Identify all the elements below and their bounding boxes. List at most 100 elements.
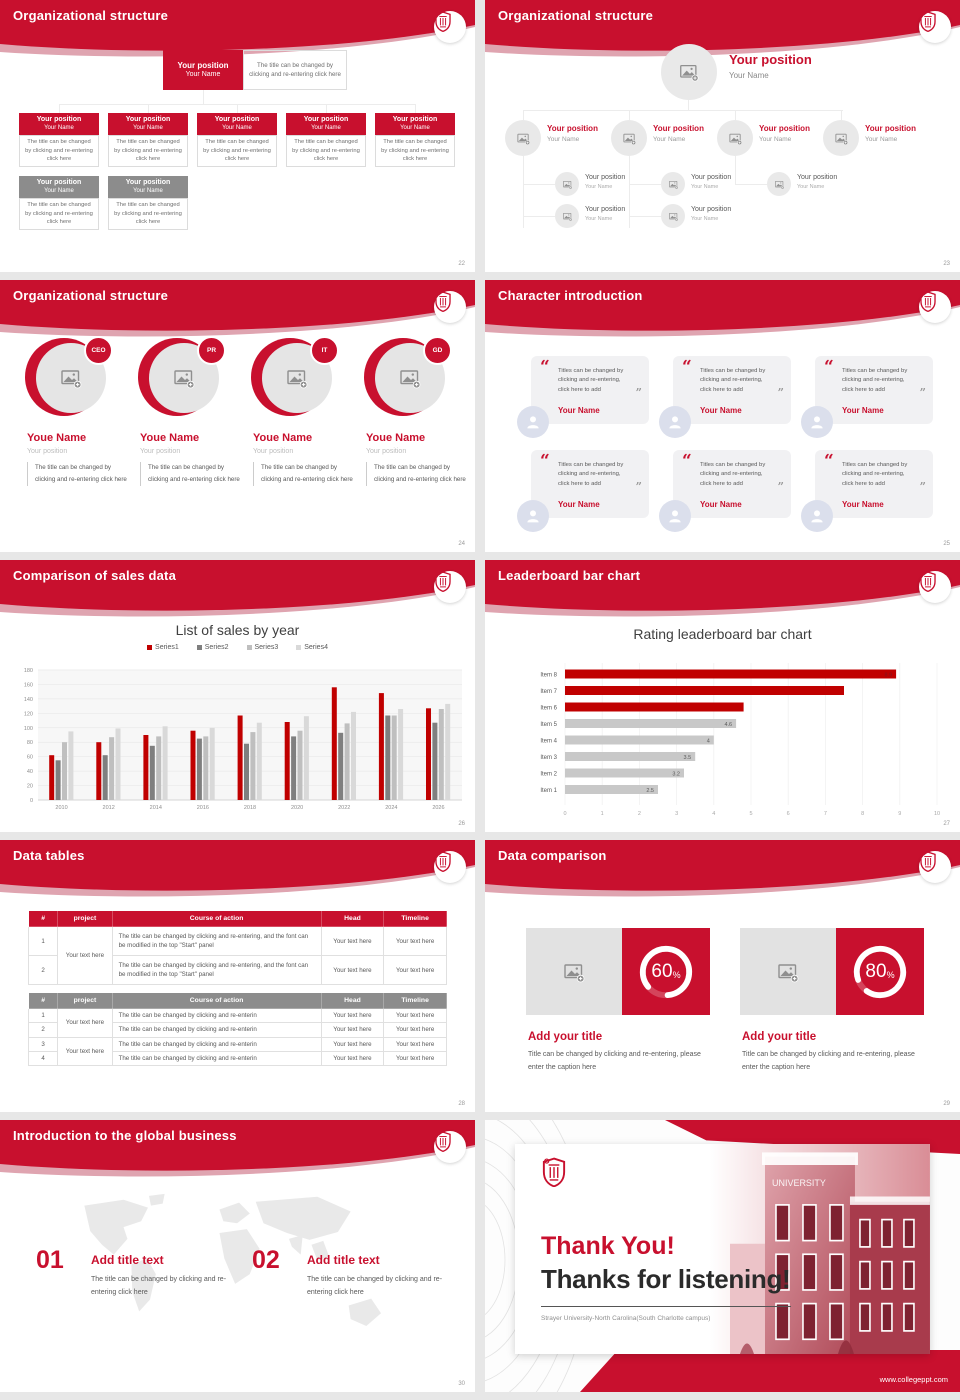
slide-title: Character introduction	[498, 288, 643, 303]
shield-icon	[920, 291, 936, 312]
member-photo-frame: PR	[138, 336, 238, 422]
name-label: Your Name	[400, 125, 430, 132]
column-header: Head	[320, 910, 385, 927]
legend-label: Series4	[304, 644, 328, 651]
member-name: Youe Name	[27, 432, 87, 444]
member-name: Youe Name	[366, 432, 426, 444]
quote-card: “ Titles can be changed by clicking and …	[517, 356, 649, 438]
image-placeholder-icon	[834, 133, 848, 145]
connector-line	[735, 184, 767, 185]
course-of-action-cell: The title can be changed by clicking and…	[111, 1036, 322, 1052]
close-quote-icon: ”	[777, 386, 784, 399]
leaderboard-chart-svg: 0 1 2 3 4 5 6 7 8 9 10 Item 8 8.9 Item 7 I…	[540, 663, 940, 817]
org-root-desc: The title can be changed by clicking and…	[243, 50, 347, 90]
image-placeholder-icon	[562, 212, 572, 221]
org-node-box: Your position Your Name	[108, 176, 188, 198]
timeline-cell: Your text here	[383, 1007, 447, 1024]
open-quote-icon: “	[824, 357, 834, 377]
slide-24-organizational-structure: 24 Organizational structure CEO Youe Name…	[0, 280, 475, 552]
legend-label: Series1	[155, 644, 179, 651]
svg-text:2018: 2018	[244, 805, 256, 811]
node-position: Your position	[653, 124, 704, 133]
quote-card: “ Titles can be changed by clicking and …	[801, 450, 933, 532]
university-shield-logo	[919, 291, 951, 323]
thank-you-card: UNIVERSITY Thank You! Thanks for listeni…	[515, 1144, 930, 1354]
svg-text:2: 2	[638, 811, 641, 817]
column-header: Course of action	[111, 992, 322, 1009]
divider-line	[541, 1306, 791, 1307]
position-label: Your position	[303, 115, 349, 123]
step-title: Add title text	[307, 1253, 380, 1267]
subnode-name: Your Name	[585, 184, 613, 190]
quote-text: Titles can be changed by clicking and re…	[842, 462, 908, 487]
quote-card: “ Titles can be changed by clicking and …	[659, 356, 791, 438]
university-shield-logo	[919, 851, 951, 883]
page-number: 27	[943, 821, 950, 827]
page-number: 28	[458, 1101, 465, 1107]
position-label: Your position	[125, 178, 171, 186]
avatar	[801, 500, 833, 532]
thank-you-heading: Thank You!	[541, 1232, 675, 1260]
svg-text:2.5: 2.5	[646, 788, 654, 794]
org-node-desc: The title can be changed by clicking and…	[197, 135, 277, 167]
global-step-item: 01 Add title text The title can be chang…	[36, 1246, 246, 1326]
legend-item: Series2	[196, 644, 229, 651]
page-number: 24	[458, 541, 465, 547]
slide-header: Leaderboard bar chart	[485, 560, 960, 620]
head-cell: Your text here	[320, 1007, 385, 1024]
step-title: Add title text	[91, 1253, 164, 1267]
org-node-box: Your position Your Name	[19, 113, 99, 135]
svg-text:80: 80	[27, 740, 33, 746]
head-cell: Your text here	[320, 1036, 385, 1052]
svg-text:2022: 2022	[338, 805, 350, 811]
svg-text:3.2: 3.2	[672, 772, 680, 778]
node-name: Your Name	[653, 136, 686, 143]
svg-text:Item 1: Item 1	[540, 788, 557, 794]
column-header: #	[27, 910, 59, 927]
connector-line	[237, 104, 238, 113]
member-position: Your position	[140, 448, 181, 455]
name-label: Your Name	[185, 71, 221, 79]
person-icon	[669, 510, 681, 523]
university-shield-logo	[919, 571, 951, 603]
timeline-cell: Your text here	[383, 926, 447, 956]
header-band	[0, 1120, 475, 1177]
person-icon	[811, 416, 823, 429]
member-desc: The title can be changed by clicking and…	[366, 462, 466, 486]
node-name: Your Name	[865, 136, 898, 143]
subnode-position: Your position	[691, 174, 732, 181]
data-table: # project Course of action Head Timeline 1 Yo…	[27, 910, 447, 985]
quote-card: “ Titles can be changed by clicking and …	[659, 450, 791, 532]
connector-line	[326, 104, 327, 113]
connector-line	[523, 184, 555, 185]
legend-label: Series3	[254, 644, 279, 651]
position-label: Your position	[36, 178, 82, 186]
avatar	[517, 500, 549, 532]
position-label: Your position	[177, 60, 229, 70]
university-name: Strayer University-North Carolina(South …	[541, 1315, 711, 1322]
member-desc: The title can be changed by clicking and…	[253, 462, 353, 486]
slide-title: Organizational structure	[498, 8, 654, 23]
connector-line	[629, 110, 630, 120]
sales-bar-chart-svg: 0 20 40 60 80 100 120 140 160 180 2010 201…	[24, 668, 462, 811]
svg-text:Item 5: Item 5	[540, 722, 557, 728]
head-cell: Your text here	[320, 1022, 385, 1038]
photo-circle	[611, 120, 647, 156]
person-name: Your Name	[558, 500, 600, 509]
connector-line	[735, 110, 736, 120]
svg-text:140: 140	[24, 697, 33, 703]
org-node-box: Your position Your Name	[197, 113, 277, 135]
svg-text:Item 3: Item 3	[540, 755, 557, 761]
photo-circle-small	[661, 204, 685, 228]
slide-header: Character introduction	[485, 280, 960, 340]
photo-circle-small	[555, 204, 579, 228]
column-header: project	[57, 992, 113, 1009]
shield-icon	[435, 851, 451, 872]
svg-text:4.6: 4.6	[724, 722, 732, 728]
shield-icon	[920, 11, 936, 32]
org-node-desc: The title can be changed by clicking and…	[108, 198, 188, 230]
member-desc: The title can be changed by clicking and…	[27, 462, 127, 486]
image-placeholder-icon	[728, 133, 742, 145]
close-quote-icon: ”	[919, 386, 926, 399]
role-badge: CEO	[84, 336, 113, 365]
